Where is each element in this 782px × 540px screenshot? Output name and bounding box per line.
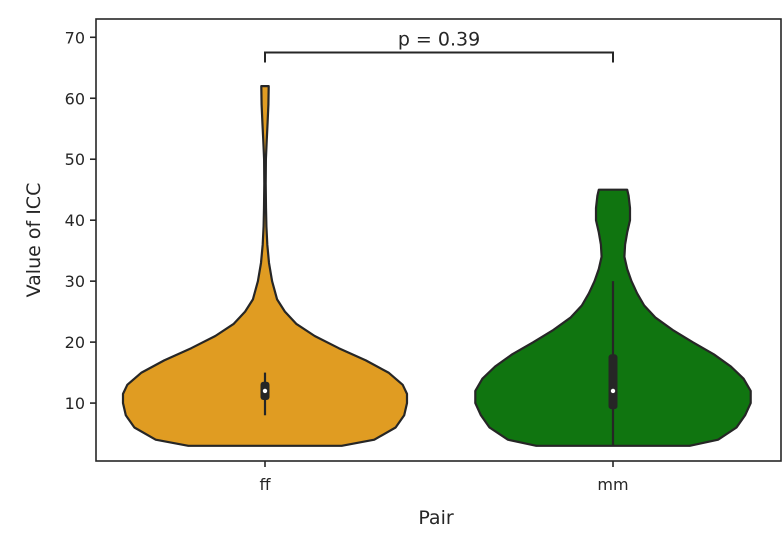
violin-ff	[121, 85, 409, 447]
plot-frame	[95, 18, 782, 462]
y-tick-label-10: 10	[65, 394, 85, 413]
p-value-label: p = 0.39	[398, 29, 480, 51]
y-tick-label-20: 20	[65, 333, 85, 352]
y-tick-label-30: 30	[65, 272, 85, 291]
y-axis: 10 20 30 40 50 60 70	[65, 28, 96, 413]
significance-bracket	[264, 51, 614, 63]
x-tick-label-ff: ff	[259, 475, 271, 494]
x-axis-label: Pair	[418, 507, 454, 529]
box-markers-layer	[260, 281, 618, 446]
x-axis: ff mm	[259, 461, 629, 494]
median-point-mm	[610, 388, 616, 394]
x-tick-label-mm: mm	[597, 475, 628, 494]
y-tick-label-70: 70	[65, 28, 85, 47]
median-point-ff	[262, 388, 268, 394]
y-tick-label-50: 50	[65, 150, 85, 169]
y-tick-label-60: 60	[65, 89, 85, 108]
iqr-box-mm	[608, 354, 618, 410]
y-axis-label: Value of ICC	[23, 183, 45, 298]
significance-annotation: p = 0.39	[264, 29, 614, 63]
y-tick-label-40: 40	[65, 211, 85, 230]
